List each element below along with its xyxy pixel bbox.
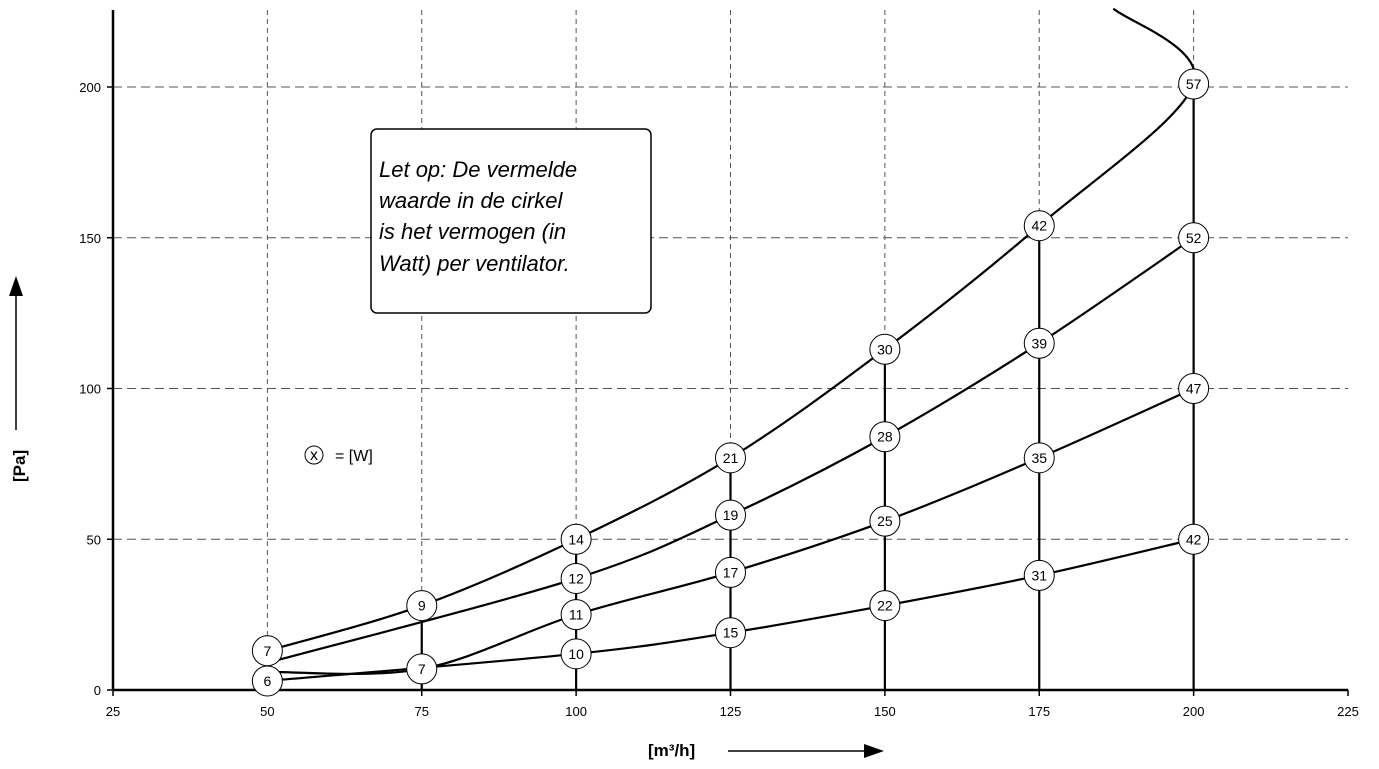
power-marker-circle [869,333,901,365]
power-marker-label: 28 [877,429,893,445]
power-marker-circle [406,590,438,622]
x-tick-label: 150 [874,704,896,719]
power-marker-label: 7 [418,661,426,677]
power-marker-label: 39 [1031,335,1047,351]
power-marker-circle [560,523,592,555]
power-marker-circle [869,590,901,622]
x-tick-label: 100 [565,704,587,719]
x-tick-label: 75 [415,704,429,719]
legend: x = [W] [304,445,373,465]
power-marker-circle [406,653,438,685]
power-marker-label: 7 [263,643,271,659]
power-marker-circle [715,556,746,588]
power-marker-label: 42 [1031,218,1047,234]
power-marker-label: 25 [877,513,893,529]
x-axis-arrow-icon [864,744,884,758]
power-marker-label: 6 [263,673,271,689]
power-marker-label: 14 [568,531,584,547]
power-marker-circle [1023,559,1055,591]
power-marker-circle [715,499,746,531]
power-marker-circle [560,599,592,631]
curve-line-4 [267,7,1196,652]
power-marker-label: 19 [723,507,739,523]
power-marker-circle [1178,523,1210,555]
y-tick-labels: 0 50 100 150 200 [79,80,101,698]
power-marker-label: 42 [1186,531,1202,547]
power-marker-circle [869,421,901,453]
x-axis-title-group: [m³/h] [648,741,884,760]
power-marker-label: 15 [723,625,739,641]
x-tick-label: 175 [1028,704,1050,719]
power-marker-circle [715,617,746,649]
note-line-4: Watt) per ventilator. [379,251,570,276]
power-marker-label: 47 [1186,381,1202,397]
note-line-3: is het vermogen (in [379,219,566,244]
legend-circle-icon [304,445,324,465]
power-marker-circle [1023,210,1055,242]
power-marker-circle [560,638,592,670]
y-tick-label: 100 [79,382,101,397]
power-marker-label: 35 [1031,450,1047,466]
power-marker-label: 57 [1186,76,1202,92]
legend-text: = [W] [335,448,373,465]
axes [107,10,1349,696]
y-tick-label: 50 [87,532,101,547]
power-marker-label: 31 [1031,567,1047,583]
power-marker-label: 52 [1186,230,1202,246]
power-marker-circle [1178,68,1210,100]
note-line-2: waarde in de cirkel [379,188,564,213]
power-marker-circle [1023,327,1055,359]
note-box: Let op: De vermelde waarde in de cirkel … [370,128,652,314]
power-marker-label: 21 [723,450,739,466]
y-tick-label: 150 [79,231,101,246]
x-tick-label: 50 [260,704,274,719]
x-tick-labels: 25 50 75 100 125 150 175 200 225 [106,704,1359,719]
x-tick-label: 125 [720,704,742,719]
y-tick-label: 200 [79,80,101,95]
power-markers: 6 10 15 22 31 42 7 11 17 25 35 47 12 19 28 39 52 7 9 14 21 30… [251,68,1210,697]
power-marker-circle [560,562,592,594]
curve-line-3 [267,236,1195,664]
y-axis-arrow-icon [9,276,23,296]
y-axis-title: [Pa] [10,450,29,482]
power-marker-circle [251,635,283,667]
power-marker-label: 10 [568,646,584,662]
power-marker-label: 17 [723,564,739,580]
x-tick-label: 225 [1337,704,1359,719]
legend-symbol: x [310,447,318,464]
power-marker-label: 12 [568,570,584,586]
power-marker-circle [1023,442,1055,474]
x-axis-title: [m³/h] [648,741,695,760]
x-tick-label: 200 [1183,704,1205,719]
note-box-frame [370,128,652,314]
power-marker-circle [1178,222,1210,254]
power-marker-label: 11 [569,607,584,623]
power-marker-label: 22 [877,598,893,614]
x-tick-label: 25 [106,704,120,719]
power-marker-label: 9 [418,598,426,614]
power-marker-label: 30 [877,341,893,357]
y-axis-title-group: [Pa] [9,276,29,482]
power-marker-circle [715,442,746,474]
y-tick-label: 0 [94,683,101,698]
power-marker-circle [1178,373,1210,404]
note-line-1: Let op: De vermelde [379,157,577,182]
power-marker-circle [869,505,901,537]
